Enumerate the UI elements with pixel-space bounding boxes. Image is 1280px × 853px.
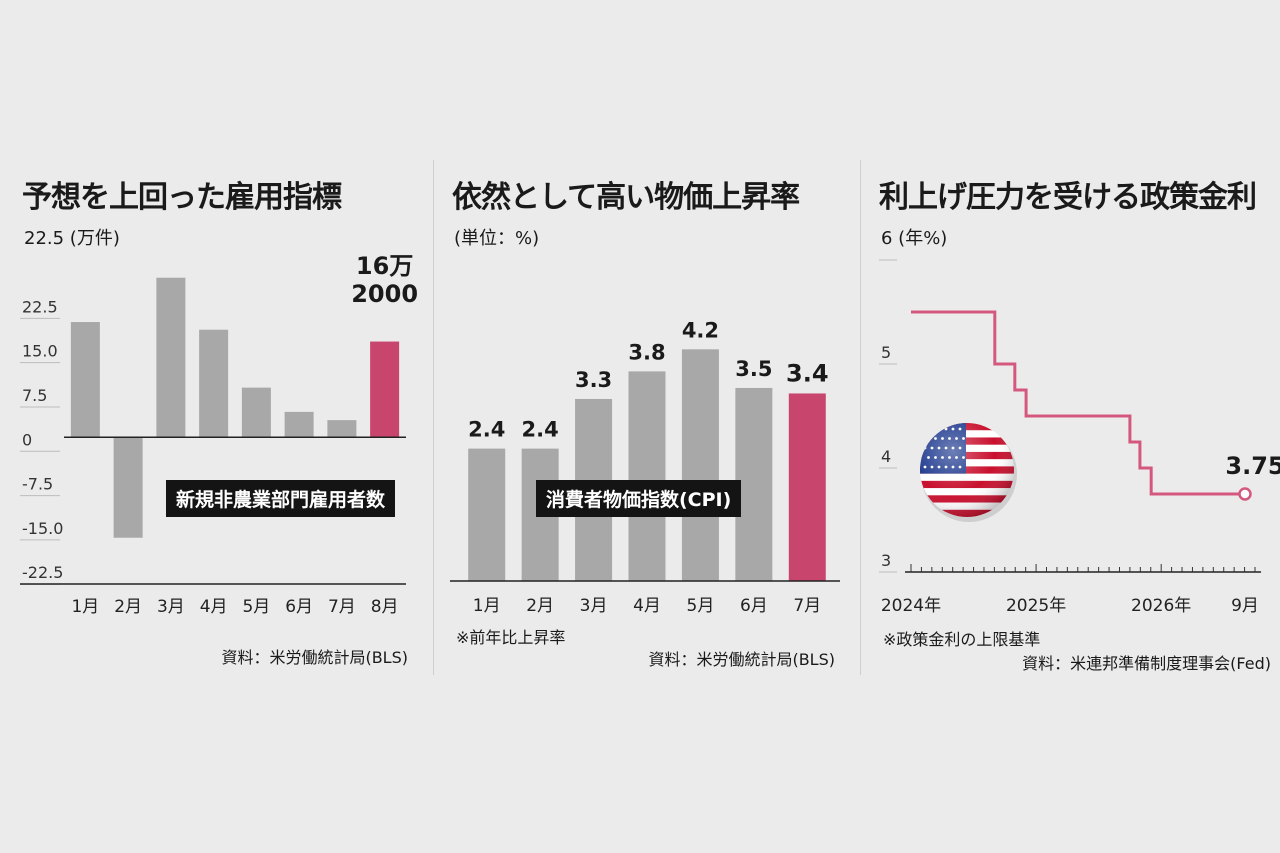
x-tick-label: 5月	[242, 597, 270, 617]
x-tick-label: 4月	[200, 597, 228, 617]
bar-1月	[468, 448, 506, 581]
y-tick-label: -22.5	[22, 563, 63, 582]
x-tick-label: 7月	[328, 597, 356, 617]
y-tick-label: 5	[881, 343, 891, 362]
bar-8月	[370, 341, 400, 438]
bar-5月	[681, 349, 719, 581]
policy-rate-line	[911, 310, 1245, 496]
y-tick-label: -7.5	[22, 475, 53, 494]
jobs-title: 予想を上回った雇用指標	[22, 180, 342, 215]
jobs-bar-chart: 22.5 15.0 7.5 0 -7.5 -15.0 -22.5 1月 2月 3月 4月 5月 6月 7月…	[20, 252, 418, 617]
x-tick-label: 2026年	[1131, 596, 1191, 616]
x-tick-label: 3月	[580, 596, 608, 616]
data-label: 3.5	[735, 357, 772, 381]
highlight-data-label-line2: 2000	[351, 280, 418, 308]
cpi-title: 依然として高い物価上昇率	[452, 180, 800, 215]
y-tick-label: 3	[881, 551, 891, 570]
x-tick-label: 3月	[157, 597, 185, 617]
bar-6月	[735, 387, 773, 581]
x-tick-label: 1月	[473, 596, 501, 616]
bar-7月	[327, 420, 357, 438]
y-tick-label: 15.0	[22, 342, 58, 361]
data-label: 3.3	[575, 368, 612, 392]
bar-5月	[241, 387, 271, 438]
data-label: 4.2	[682, 318, 719, 342]
cpi-unit-label: (単位：%)	[454, 228, 540, 249]
cpi-panel: 依然として高い物価上昇率 (単位：%) 2.4 1月 2.4 2月 3.3 3月 3.8 4月…	[448, 160, 843, 680]
end-point-marker	[1238, 487, 1252, 501]
bar-3月	[156, 277, 186, 438]
cpi-series-caption: 消費者物価指数(CPI)	[536, 480, 742, 517]
x-tick-label: 2025年	[1006, 596, 1066, 616]
x-tick-label: 4月	[633, 596, 661, 616]
panel-divider-1	[433, 160, 434, 675]
bar-1月	[70, 322, 100, 438]
y-tick-label: 4	[881, 447, 891, 466]
rate-line-chart: 5 4 3 2024年 2025年 2026年 9月 3.75	[879, 259, 1280, 616]
jobs-unit-label: 22.5 (万件)	[24, 228, 120, 249]
x-tick-label: 5月	[687, 596, 715, 616]
bar-7月	[788, 393, 826, 581]
x-tick-label: 9月	[1231, 596, 1259, 616]
panel-divider-2	[860, 160, 861, 675]
x-tick-label: 8月	[371, 597, 399, 617]
x-tick-label: 2月	[114, 597, 142, 617]
data-label: 2.4	[468, 418, 505, 442]
x-tick-label: 1月	[71, 597, 99, 617]
x-tick-label: 6月	[740, 596, 768, 616]
y-tick-label: -15.0	[22, 519, 63, 538]
cpi-bar-chart: 2.4 1月 2.4 2月 3.3 3月 3.8 4月 4.2 5月 3.5 6月 3.4 7月	[450, 318, 840, 616]
cpi-note: ※前年比上昇率	[456, 628, 566, 647]
data-label: 2.4	[522, 418, 559, 442]
data-label: 3.4	[786, 359, 829, 387]
jobs-series-caption: 新規非農業部門雇用者数	[166, 480, 396, 517]
x-tick-label: 6月	[285, 597, 313, 617]
us-flag-icon	[920, 423, 1017, 522]
bar-4月	[199, 329, 229, 438]
y-tick-label: 0	[22, 430, 32, 449]
highlight-data-label-line1: 16万	[356, 252, 413, 280]
x-tick-label: 7月	[793, 596, 821, 616]
jobs-source: 資料：米労働統計局(BLS)	[221, 648, 408, 667]
y-tick-label: 7.5	[22, 386, 47, 405]
cpi-source: 資料：米労働統計局(BLS)	[648, 650, 835, 669]
x-tick-label: 2024年	[881, 596, 941, 616]
rate-title: 利上げ圧力を受ける政策金利	[879, 180, 1257, 215]
rate-note: ※政策金利の上限基準	[883, 630, 1041, 649]
bar-6月	[284, 411, 314, 438]
rate-panel: 利上げ圧力を受ける政策金利 6 (年%) 5 4 3 2024年 2025年 2026年 9…	[875, 160, 1280, 680]
jobs-panel: 予想を上回った雇用指標 22.5 (万件) 22.5 15.0 7.5 0 -7.5 -1…	[18, 160, 418, 680]
rate-source: 資料：米連邦準備制度理事会(Fed)	[1022, 654, 1271, 673]
x-tick-label: 2月	[526, 596, 554, 616]
rate-unit-label: 6 (年%)	[881, 228, 948, 249]
y-tick-label: 22.5	[22, 297, 58, 316]
bar-2月	[113, 437, 143, 538]
bar-4月	[628, 371, 666, 581]
end-value-label: 3.75	[1225, 452, 1280, 480]
data-label: 3.8	[628, 340, 665, 364]
